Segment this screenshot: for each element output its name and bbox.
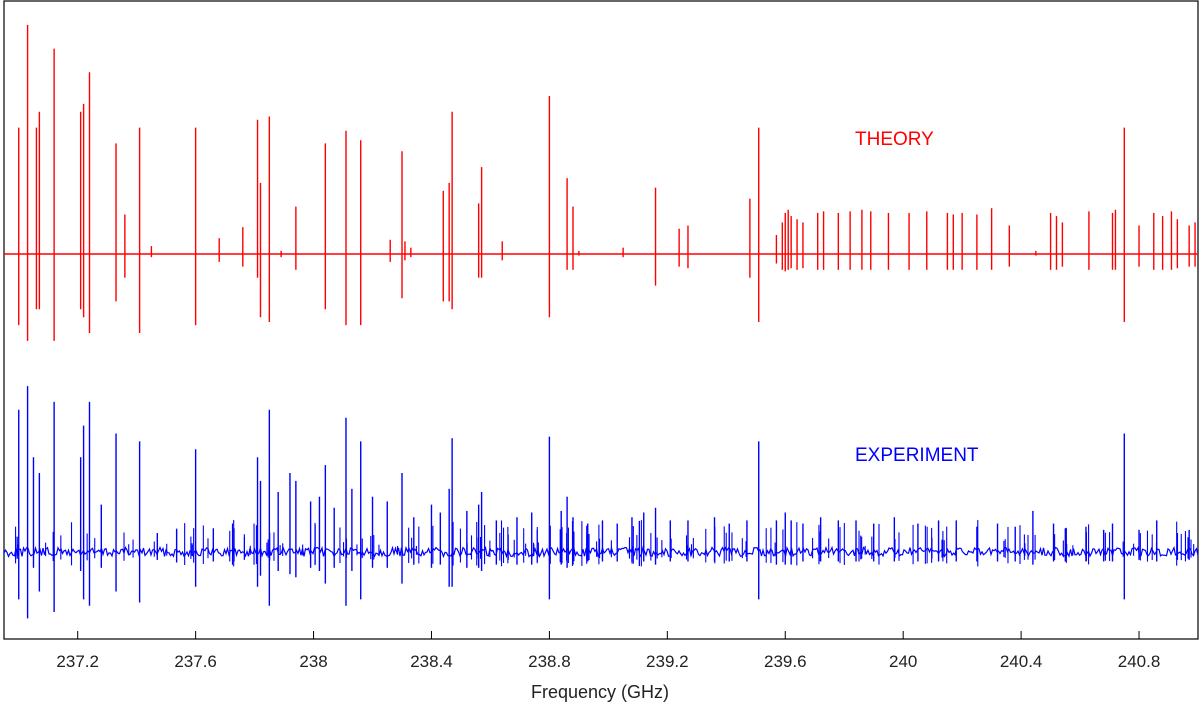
x-tick-label: 238	[299, 652, 327, 671]
x-tick-label: 238.4	[410, 652, 453, 671]
experiment-series-label: EXPERIMENT	[855, 445, 979, 466]
x-axis-ticks: 237.2 237.6 238 238.4 238.8 239.2 239.6 240 240.…	[56, 631, 1160, 671]
plot-frame	[3, 0, 1199, 640]
x-axis-label: Frequency (GHz)	[531, 682, 669, 702]
x-tick-label: 237.6	[174, 652, 217, 671]
experiment-noise-baseline	[3, 545, 1199, 559]
x-tick-label: 240	[889, 652, 917, 671]
experiment-trace	[3, 386, 1199, 619]
theory-series-label: THEORY	[855, 129, 934, 150]
theory-trace	[4, 24, 1198, 341]
x-tick-label: 240.8	[1118, 652, 1161, 671]
x-tick-label: 240.4	[1000, 652, 1043, 671]
x-tick-label: 237.2	[56, 652, 99, 671]
x-tick-label: 239.6	[764, 652, 807, 671]
spectrum-traces	[3, 24, 1199, 619]
x-tick-label: 238.8	[528, 652, 571, 671]
x-tick-label: 239.2	[646, 652, 689, 671]
